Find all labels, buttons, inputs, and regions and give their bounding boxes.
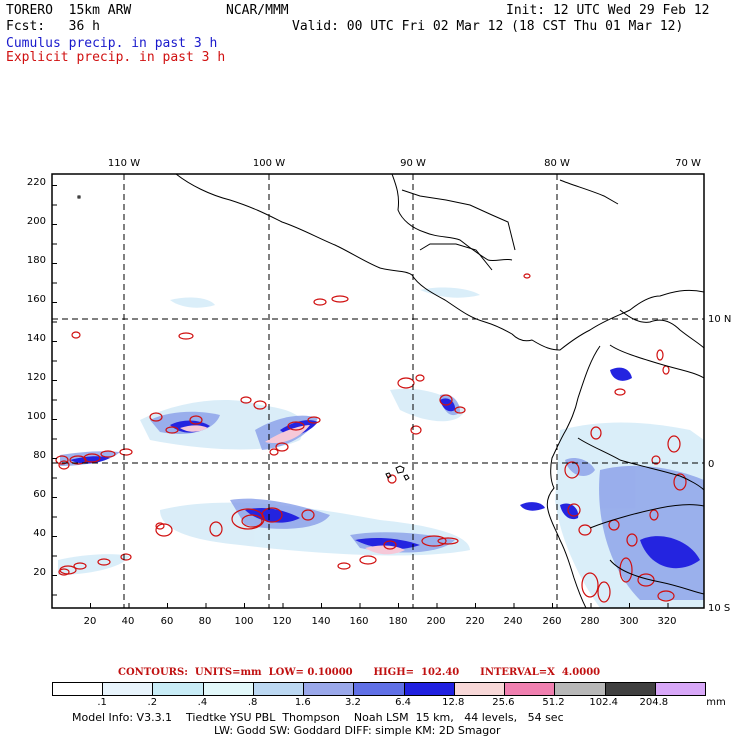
y-tick-label: 160	[27, 294, 46, 305]
x-tick-label: 40	[122, 616, 135, 627]
legend-swatch	[203, 683, 254, 695]
legend-label: .2	[147, 697, 158, 708]
lat-label-10n: 10 N	[708, 314, 731, 325]
graticule	[52, 174, 704, 608]
x-tick-label: 200	[426, 616, 445, 627]
init-time: Init: 12 UTC Wed 29 Feb 12	[506, 3, 710, 18]
legend-label: 102.4	[589, 697, 619, 708]
forecast-hour: Fcst: 36 h	[6, 19, 100, 34]
y-tick-label: 80	[33, 450, 46, 461]
legend-swatch	[354, 683, 405, 695]
legend-label: 25.6	[492, 697, 515, 708]
explicit-legend-line: Explicit precip. in past 3 h	[6, 50, 226, 65]
legend-swatch	[655, 683, 706, 695]
legend-swatch	[505, 683, 556, 695]
model-info-line2: LW: Godd SW: Goddard DIFF: simple KM: 2D…	[214, 724, 501, 737]
legend-label: .1	[97, 697, 107, 708]
x-tick-label: 80	[199, 616, 212, 627]
model-info-line1: Model Info: V3.3.1 Tiedtke YSU PBL Thomp…	[72, 711, 564, 724]
cumulus-legend-line: Cumulus precip. in past 3 h	[6, 36, 218, 51]
legend-label: 3.2	[344, 697, 361, 708]
legend-swatch	[304, 683, 355, 695]
lat-label-10s: 10 S	[708, 603, 730, 614]
y-tick-label: 200	[27, 216, 46, 227]
legend-label: 6.4	[395, 697, 412, 708]
contour-info: CONTOURS: UNITS=mm LOW= 0.10000 HIGH= 10…	[118, 667, 601, 678]
legend-swatch	[103, 683, 154, 695]
legend-swatch	[153, 683, 204, 695]
x-tick-label: 220	[465, 616, 484, 627]
x-tick-label: 120	[272, 616, 291, 627]
shade-north2	[420, 287, 480, 298]
x-tick-label: 180	[388, 616, 407, 627]
y-tick-label: 40	[33, 528, 46, 539]
shade-band-mid	[390, 388, 465, 422]
lon-label-90w: 90 W	[400, 158, 426, 169]
x-tick-label: 300	[619, 616, 638, 627]
y-tick-label: 180	[27, 255, 46, 266]
legend-swatch	[253, 683, 305, 695]
legend-swatch	[53, 683, 104, 695]
y-tick-label: 220	[27, 177, 46, 188]
x-tick-label: 100	[234, 616, 253, 627]
x-tick-label: 160	[349, 616, 368, 627]
y-tick-label: 140	[27, 333, 46, 344]
legend-swatch	[605, 683, 656, 695]
valid-time: Valid: 00 UTC Fri 02 Mar 12 (18 CST Thu …	[292, 19, 684, 34]
legend-label: .4	[197, 697, 208, 708]
model-title: TORERO 15km ARW	[6, 3, 132, 18]
legend-label: 12.8	[442, 697, 465, 708]
legend-label: .8	[247, 697, 258, 708]
legend-swatch	[454, 683, 506, 695]
y-tick-label: 100	[27, 411, 46, 422]
lon-label-100w: 100 W	[253, 158, 285, 169]
legend-label: 1.6	[294, 697, 311, 708]
y-tick-label: 120	[27, 372, 46, 383]
legend-swatch	[404, 683, 455, 695]
axis-labels: 110 W 100 W 90 W 80 W 70 W 10 N 0 10 S 2…	[27, 158, 731, 627]
x-tick-label: 240	[503, 616, 522, 627]
lon-label-110w: 110 W	[108, 158, 140, 169]
y-tick-label: 60	[33, 489, 46, 500]
x-tick-label: 20	[84, 616, 97, 627]
org-label: NCAR/MMM	[226, 3, 289, 18]
x-tick-label: 280	[580, 616, 599, 627]
precip-fields	[55, 174, 704, 608]
legend-label: 51.2	[542, 697, 565, 708]
lon-label-70w: 70 W	[675, 158, 701, 169]
shade-north	[170, 297, 215, 308]
x-tick-label: 320	[657, 616, 676, 627]
legend-swatch	[555, 683, 606, 695]
x-tick-label: 260	[542, 616, 561, 627]
coastlines	[77, 174, 704, 608]
x-tick-label: 60	[161, 616, 174, 627]
lon-label-80w: 80 W	[544, 158, 570, 169]
legend-labels: .1 .2 .4 .8 1.6 3.2 6.4 12.8 25.6 51.2 102.4 204.8 m…	[0, 697, 740, 709]
color-legend	[52, 682, 706, 696]
axis-ticks	[51, 185, 669, 608]
legend-unit: mm	[706, 697, 726, 708]
legend-label: 204.8	[639, 697, 669, 708]
x-tick-label: 140	[311, 616, 330, 627]
y-tick-label: 20	[33, 567, 46, 578]
lat-label-0: 0	[708, 459, 714, 470]
map-frame	[51, 173, 705, 609]
